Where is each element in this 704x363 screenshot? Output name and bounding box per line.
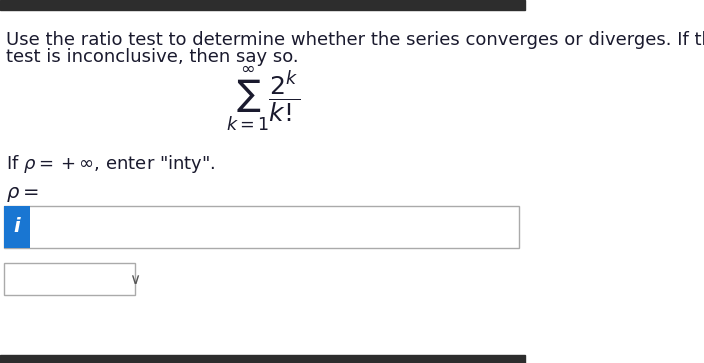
Text: i: i: [14, 217, 20, 237]
Text: $\rho =$: $\rho =$: [6, 185, 39, 204]
Bar: [0, 0, 525, 10]
Text: If $\rho = +\infty$, enter "inty".: If $\rho = +\infty$, enter "inty".: [6, 153, 215, 175]
Text: ∨: ∨: [130, 272, 141, 286]
Bar: [4, 206, 520, 248]
Text: $\sum_{k=1}^{\infty} \dfrac{2^k}{k!}$: $\sum_{k=1}^{\infty} \dfrac{2^k}{k!}$: [226, 65, 300, 133]
Bar: [4, 206, 30, 248]
Bar: [0, 355, 525, 363]
Bar: [4, 263, 135, 295]
Text: test is inconclusive, then say so.: test is inconclusive, then say so.: [6, 48, 298, 66]
Text: Use the ratio test to determine whether the series converges or diverges. If the: Use the ratio test to determine whether …: [6, 31, 704, 49]
